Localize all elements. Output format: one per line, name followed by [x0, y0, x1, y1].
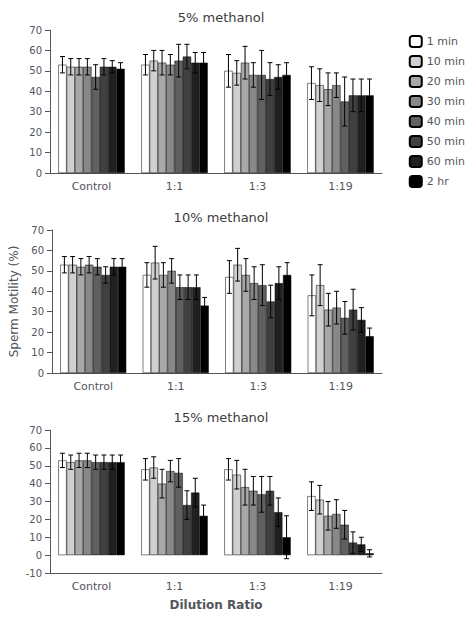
- svg-text:20: 20: [29, 514, 42, 525]
- svg-text:50: 50: [29, 65, 42, 76]
- svg-text:50: 50: [31, 265, 44, 276]
- svg-text:30 min: 30 min: [427, 95, 465, 108]
- svg-text:1:19: 1:19: [328, 180, 353, 193]
- svg-text:-10: -10: [26, 568, 42, 579]
- svg-text:10% methanol: 10% methanol: [174, 210, 269, 225]
- svg-text:60: 60: [29, 45, 42, 56]
- svg-text:50 min: 50 min: [427, 135, 465, 148]
- svg-text:30: 30: [29, 106, 42, 117]
- svg-text:0: 0: [38, 368, 44, 379]
- svg-text:1:3: 1:3: [249, 380, 267, 393]
- svg-text:Control: Control: [72, 580, 112, 593]
- svg-text:1:19: 1:19: [328, 380, 353, 393]
- svg-text:1:19: 1:19: [328, 580, 353, 593]
- svg-text:20: 20: [29, 127, 42, 138]
- svg-text:1:1: 1:1: [166, 180, 184, 193]
- svg-text:1:1: 1:1: [166, 580, 184, 593]
- svg-text:10: 10: [29, 532, 42, 543]
- svg-text:30: 30: [29, 496, 42, 507]
- svg-text:30: 30: [31, 306, 44, 317]
- svg-text:10: 10: [29, 147, 42, 158]
- svg-text:40: 40: [31, 286, 44, 297]
- svg-text:60: 60: [29, 442, 42, 453]
- svg-text:15% methanol: 15% methanol: [174, 410, 269, 425]
- svg-text:1:3: 1:3: [249, 180, 267, 193]
- svg-text:Control: Control: [73, 380, 113, 393]
- svg-text:10 min: 10 min: [427, 55, 465, 68]
- svg-text:1:3: 1:3: [249, 580, 267, 593]
- svg-text:50: 50: [29, 460, 42, 471]
- svg-text:40: 40: [29, 478, 42, 489]
- svg-text:70: 70: [29, 25, 42, 36]
- svg-text:40 min: 40 min: [427, 115, 465, 128]
- svg-text:2 hr: 2 hr: [427, 175, 449, 188]
- svg-text:1:1: 1:1: [167, 380, 185, 393]
- svg-text:60 min: 60 min: [427, 155, 465, 168]
- svg-text:Control: Control: [72, 180, 112, 193]
- svg-text:5% methanol: 5% methanol: [178, 10, 265, 25]
- svg-text:40: 40: [29, 86, 42, 97]
- svg-text:10: 10: [31, 347, 44, 358]
- svg-text:Dilution Ratio: Dilution Ratio: [170, 598, 263, 612]
- svg-text:Sperm Motility (%): Sperm Motility (%): [7, 246, 21, 358]
- svg-text:20: 20: [31, 327, 44, 338]
- svg-text:60: 60: [31, 245, 44, 256]
- svg-text:70: 70: [31, 225, 44, 236]
- svg-text:0: 0: [36, 550, 42, 561]
- svg-text:20 min: 20 min: [427, 75, 465, 88]
- svg-text:70: 70: [29, 425, 42, 436]
- svg-text:1 min: 1 min: [427, 35, 458, 48]
- svg-text:0: 0: [36, 168, 42, 179]
